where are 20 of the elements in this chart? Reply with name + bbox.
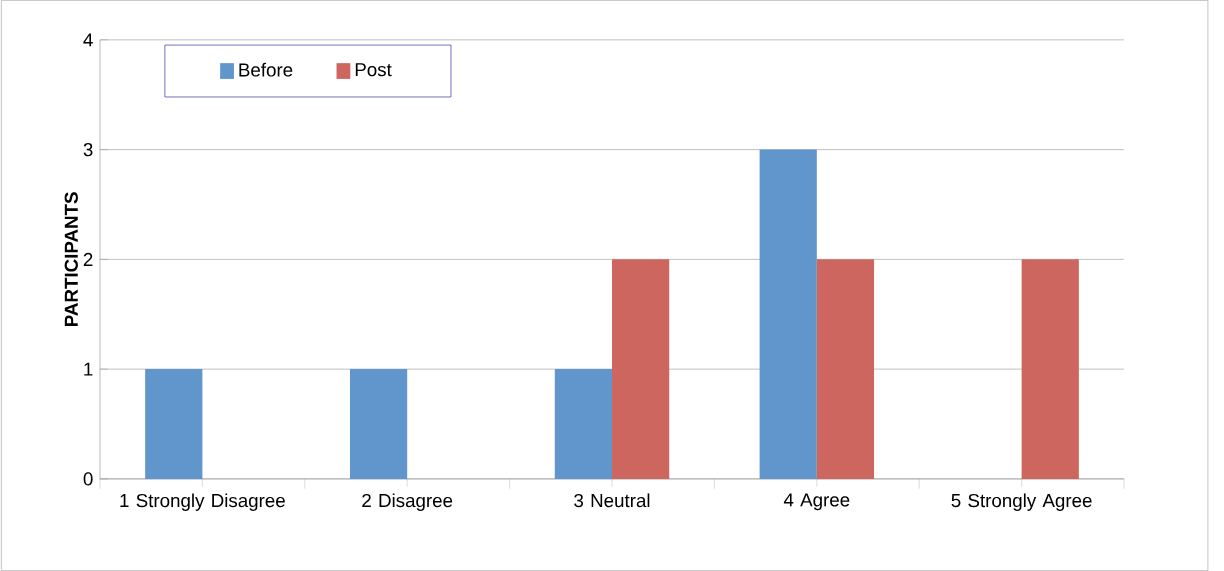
y-tick-label: 0 <box>83 472 93 486</box>
bar <box>816 259 875 479</box>
x-tick-label: 1 Strongly Disagree <box>120 493 285 511</box>
bar <box>759 149 817 479</box>
x-tick-label: 5 Strongly Agree <box>951 493 1092 511</box>
bar <box>612 259 670 479</box>
y-tick-label: 4 <box>83 33 93 47</box>
y-tick-label: 2 <box>83 252 93 266</box>
x-tick-label: 4 Agree <box>783 493 850 511</box>
y-tick-label: 3 <box>83 142 93 157</box>
bar <box>1021 259 1079 479</box>
y-tick-label: 1 <box>84 362 93 376</box>
bar <box>349 369 408 479</box>
legend-label: Before <box>239 62 293 77</box>
legend-label: Post <box>355 63 392 77</box>
bar <box>554 369 613 479</box>
x-tick-label: 3 Neutral <box>574 493 650 508</box>
y-axis-title: PARTICIPANTS <box>64 192 78 326</box>
bar <box>145 369 203 479</box>
x-tick-label: 2 Disagree <box>362 493 453 511</box>
